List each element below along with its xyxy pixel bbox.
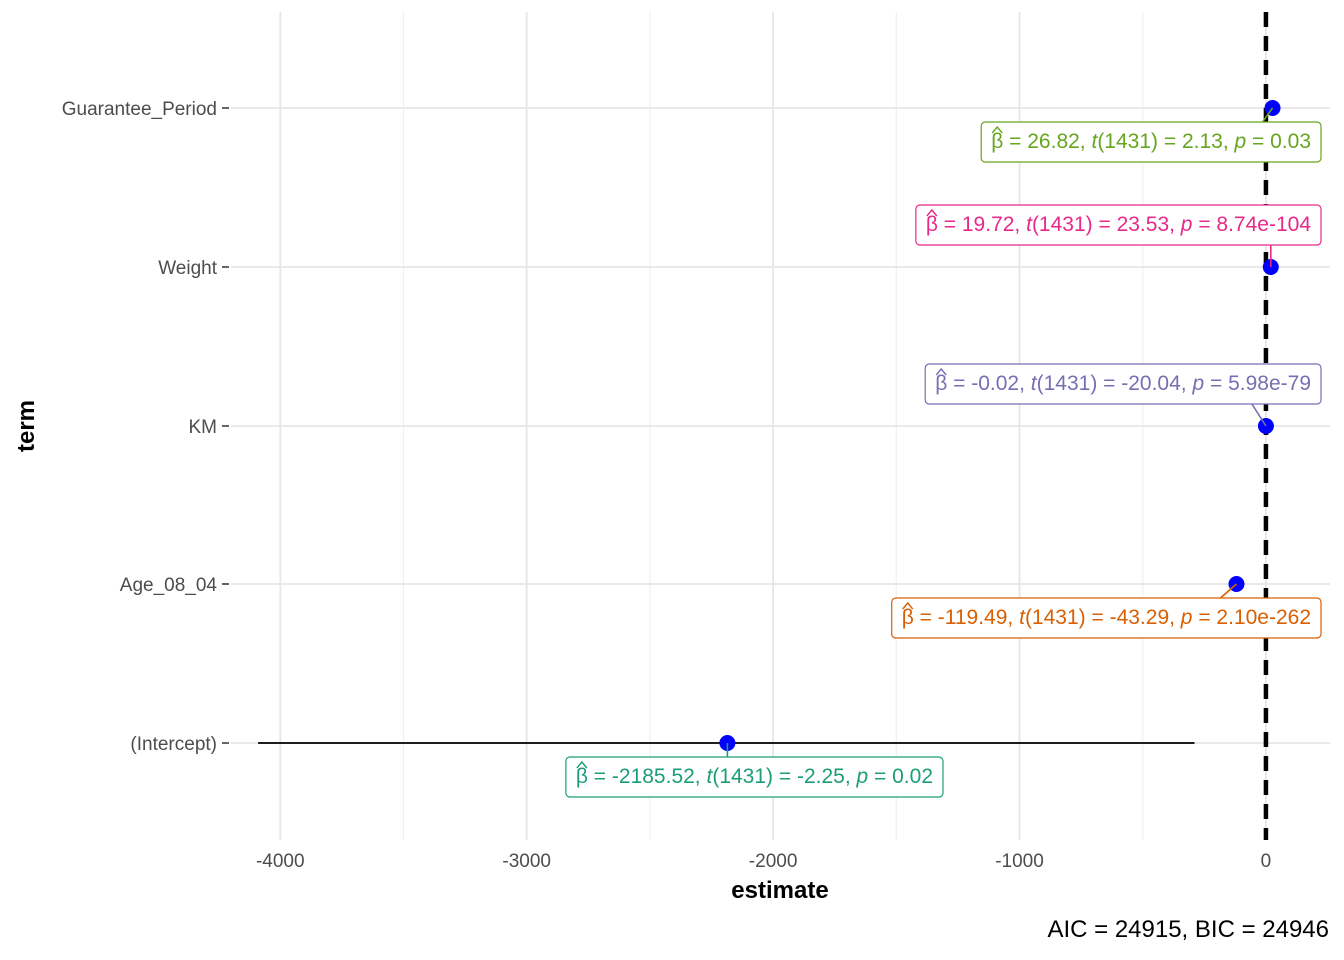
- estimate-label: β = 19.72, t(1431) = 23.53, p = 8.74e-10…: [915, 204, 1322, 246]
- beta-hat-icon: [935, 367, 947, 376]
- estimate-label: β = -119.49, t(1431) = -43.29, p = 2.10e…: [891, 597, 1322, 639]
- estimate-label-text: β = -0.02, t(1431) = -20.04, p = 5.98e-7…: [935, 372, 1311, 395]
- x-tick-label: -3000: [502, 851, 551, 872]
- label-connector: [1251, 403, 1267, 427]
- estimate-labels: β = 26.82, t(1431) = 2.13, p = 0.03 β = 1…: [565, 107, 1322, 798]
- label-connector: [1261, 107, 1274, 123]
- estimate-label-text: β = 19.72, t(1431) = 23.53, p = 8.74e-10…: [926, 213, 1311, 236]
- x-tick-label: -1000: [995, 851, 1044, 872]
- x-axis-title: estimate: [731, 877, 828, 904]
- y-axis-title: term: [13, 400, 40, 452]
- estimate-label-box: [565, 756, 944, 798]
- y-tick-label: (Intercept): [130, 734, 217, 755]
- x-tick-label: 0: [1261, 851, 1272, 872]
- beta-hat-icon: [926, 208, 938, 217]
- estimate-label-box: [915, 204, 1322, 246]
- estimate-label: β = -2185.52, t(1431) = -2.25, p = 0.02: [565, 756, 944, 798]
- estimate-label-text: β = -119.49, t(1431) = -43.29, p = 2.10e…: [902, 606, 1311, 629]
- y-tick-label: Weight: [158, 258, 218, 279]
- estimate-label-box: [980, 121, 1322, 163]
- x-axis: -4000 -3000 -2000 -1000 0: [256, 851, 1271, 872]
- y-axis: Guarantee_Period Weight KM Age_08_04 (Interc…: [62, 99, 229, 755]
- label-connector: [1219, 583, 1238, 599]
- beta-hat-icon: [991, 125, 1003, 134]
- estimate-label-text: β = 26.82, t(1431) = 2.13, p = 0.03: [991, 130, 1311, 153]
- model-fit-caption: AIC = 24915, BIC = 24946: [1047, 916, 1329, 943]
- estimate-label-box: [924, 363, 1322, 405]
- x-tick-label: -4000: [256, 851, 305, 872]
- beta-hat-icon: [576, 760, 588, 769]
- estimate-label-box: [891, 597, 1322, 639]
- estimate-label: β = -0.02, t(1431) = -20.04, p = 5.98e-7…: [924, 363, 1322, 405]
- estimate-label: β = 26.82, t(1431) = 2.13, p = 0.03: [980, 121, 1322, 163]
- x-tick-label: -2000: [749, 851, 798, 872]
- y-tick-label: Guarantee_Period: [62, 99, 217, 120]
- beta-hat-icon: [902, 601, 914, 610]
- y-tick-label: KM: [189, 417, 218, 438]
- estimate-label-text: β = -2185.52, t(1431) = -2.25, p = 0.02: [576, 765, 933, 788]
- aic-text: AIC = 24915,: [1047, 916, 1194, 943]
- y-tick-label: Age_08_04: [120, 575, 218, 596]
- bic-text: BIC = 24946: [1195, 916, 1329, 943]
